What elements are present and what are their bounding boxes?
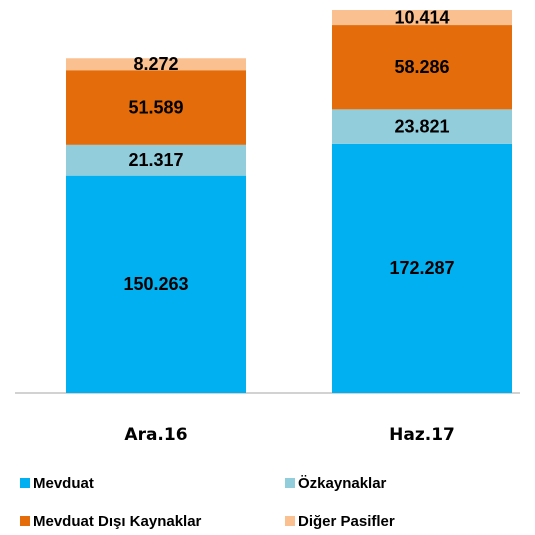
bar-segment bbox=[66, 58, 246, 71]
data-label: 51.589 bbox=[128, 97, 183, 117]
x-tick-label: Ara.16 bbox=[124, 425, 187, 445]
data-label: 58.286 bbox=[394, 57, 449, 77]
legend-swatch bbox=[20, 516, 30, 526]
data-label: 23.821 bbox=[394, 116, 449, 136]
data-label: 150.263 bbox=[123, 274, 188, 294]
legend-swatch bbox=[20, 478, 30, 488]
bar-segment bbox=[332, 10, 512, 26]
legend-label: Diğer Pasifler bbox=[298, 513, 395, 530]
bar-segment bbox=[332, 25, 512, 110]
legend-label: Mevduat bbox=[33, 475, 94, 492]
data-label: 8.272 bbox=[133, 54, 178, 74]
bar-segment bbox=[66, 175, 246, 393]
legend-swatch bbox=[285, 516, 295, 526]
bar-segment bbox=[332, 109, 512, 144]
legend-swatch bbox=[285, 478, 295, 488]
x-tick-label: Haz.17 bbox=[389, 425, 455, 445]
bar-segment bbox=[66, 144, 246, 176]
legend-label: Özkaynaklar bbox=[298, 475, 387, 492]
legend-label: Mevduat Dışı Kaynaklar bbox=[33, 513, 202, 530]
data-label: 21.317 bbox=[128, 150, 183, 170]
bar-segment bbox=[332, 143, 512, 393]
data-label: 10.414 bbox=[394, 7, 449, 27]
data-label: 172.287 bbox=[389, 258, 454, 278]
bar-segment bbox=[66, 70, 246, 145]
